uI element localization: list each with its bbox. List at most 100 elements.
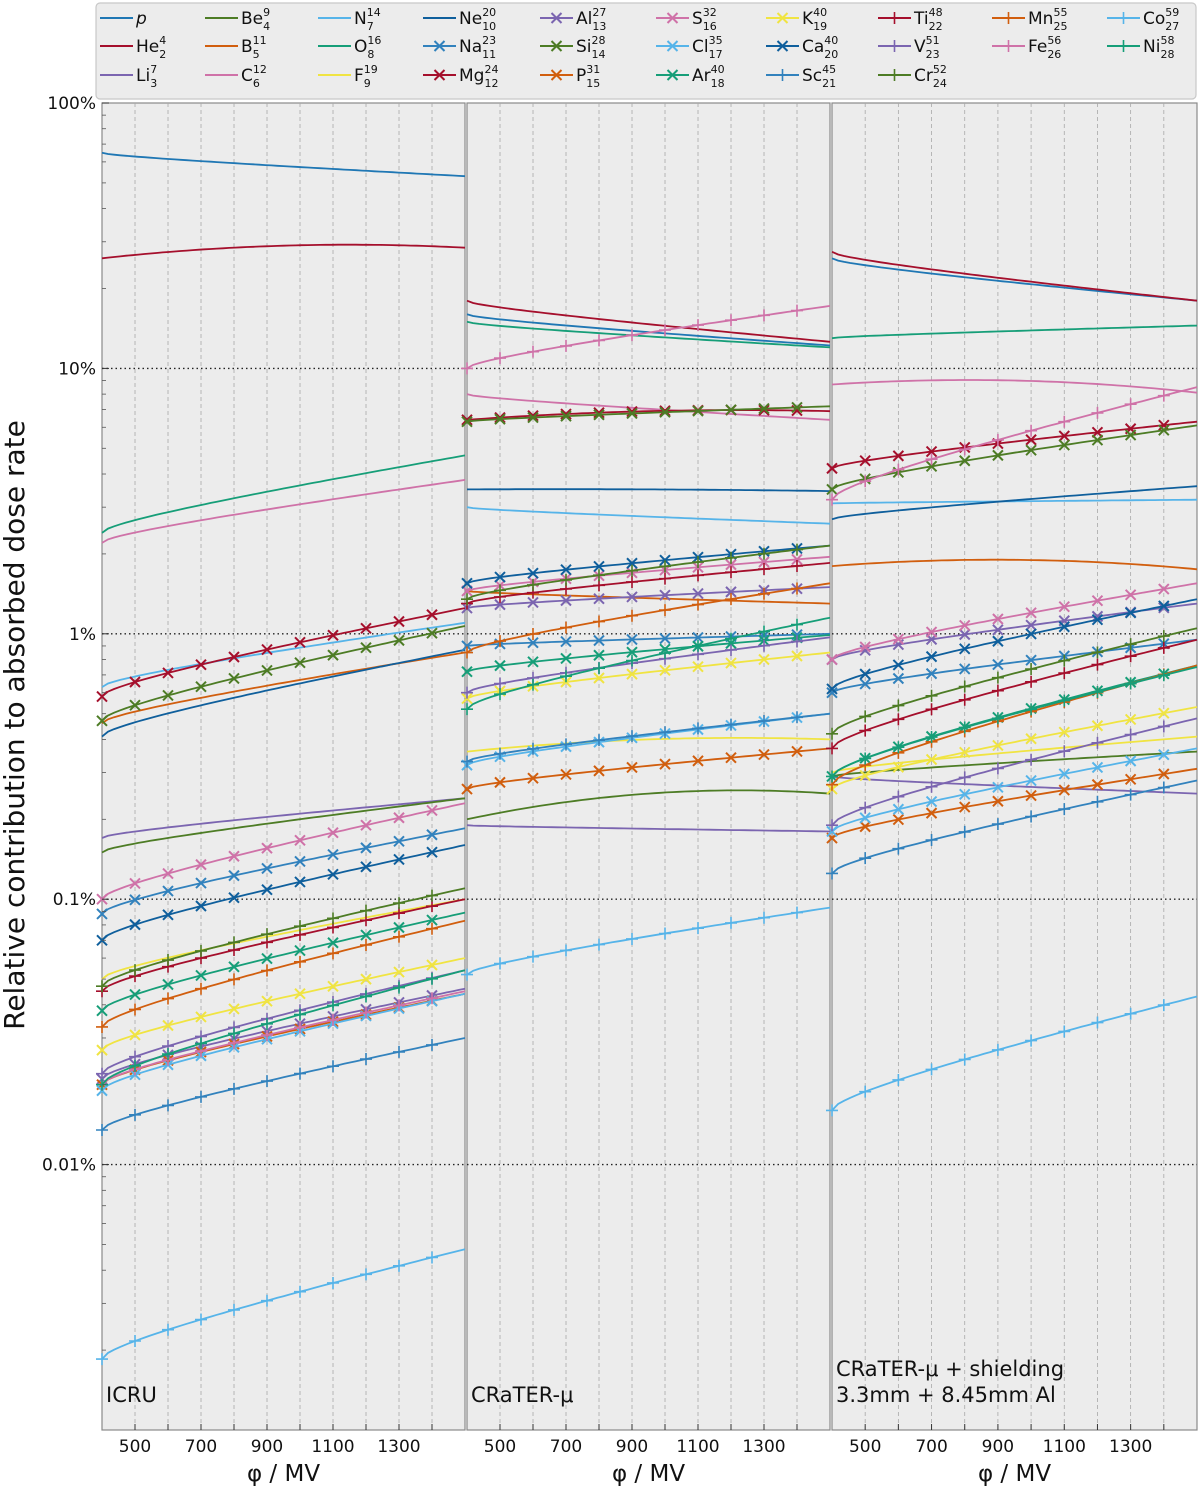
series-s: [826, 582, 1198, 666]
data-point-na: [360, 842, 372, 854]
data-point-na: [327, 848, 339, 861]
series-line-co: [466, 906, 831, 976]
series-ti: [461, 559, 831, 610]
data-point-ca: [494, 571, 506, 583]
data-point-ti: [725, 566, 737, 579]
data-point-s: [360, 819, 372, 831]
series-p: [461, 745, 831, 795]
legend-entry-k: K40 19: [766, 6, 827, 33]
series-line-s: [831, 582, 1198, 661]
series-line-cr: [831, 627, 1198, 735]
data-point-ni: [1025, 703, 1038, 716]
series-line-ar: [101, 911, 466, 1012]
data-point-s: [1158, 583, 1170, 595]
data-point-k: [195, 1011, 207, 1023]
data-point-mg: [758, 404, 770, 416]
y-tick-label: 10%: [58, 359, 96, 379]
data-point-s: [959, 619, 971, 632]
legend-marker-al: [550, 12, 563, 24]
series-line-ne: [831, 485, 1198, 521]
series-line-ne: [467, 488, 831, 492]
data-point-ni: [195, 1037, 207, 1050]
data-point-sc: [393, 1045, 405, 1058]
data-point-ca: [1091, 614, 1104, 626]
legend-label-p: P31 15: [576, 63, 600, 90]
data-point-k: [1158, 707, 1170, 719]
data-point-co: [1091, 1016, 1104, 1029]
data-point-k: [959, 746, 971, 759]
data-point-ti: [426, 900, 438, 913]
legend-entry-ne: Ne20 10: [423, 6, 496, 33]
data-point-mg: [261, 643, 273, 656]
series-line-mn: [101, 919, 466, 1028]
data-point-s: [859, 641, 871, 653]
data-point-na: [959, 663, 971, 675]
series-mn: [96, 919, 466, 1033]
data-point-al: [725, 586, 737, 598]
legend-marker-fe: [1002, 40, 1015, 52]
data-point-si: [393, 634, 405, 647]
data-point-cr: [494, 584, 506, 597]
x-tick-label: 500: [119, 1437, 151, 1457]
data-point-k: [1124, 713, 1137, 726]
data-point-v: [925, 780, 938, 793]
data-point-sc: [1091, 795, 1104, 808]
data-point-p: [1025, 789, 1037, 802]
series-line-li: [831, 775, 1198, 795]
data-point-na: [195, 877, 207, 889]
data-point-ti: [626, 575, 638, 588]
data-point-cr: [360, 904, 372, 917]
series-na: [461, 629, 831, 652]
panel-background: [831, 102, 1198, 1431]
data-point-si: [527, 411, 539, 424]
data-point-ca: [1058, 621, 1070, 633]
legend-marker-ca: [776, 40, 789, 52]
data-point-cr: [958, 680, 971, 693]
data-point-ar: [494, 659, 506, 672]
data-point-ar: [560, 652, 572, 665]
data-point-na: [294, 855, 306, 868]
data-point-na: [393, 835, 405, 847]
data-point-co: [294, 1285, 306, 1298]
data-point-p: [892, 813, 905, 826]
data-point-co: [692, 922, 704, 935]
data-point-ar: [626, 646, 638, 658]
data-point-cr: [426, 889, 438, 902]
legend-label-cl: Cl35 17: [692, 34, 723, 61]
series-line-s: [101, 802, 466, 900]
data-point-si: [593, 409, 605, 421]
data-point-p: [626, 761, 638, 774]
data-point-mn: [791, 582, 803, 595]
data-point-mn: [360, 938, 372, 951]
data-point-si: [195, 680, 207, 693]
legend-entry-ca: Ca40 20: [766, 34, 838, 61]
data-point-mg: [859, 454, 871, 467]
series-cr: [826, 627, 1198, 740]
data-point-al: [593, 592, 605, 605]
data-point-sc: [692, 722, 704, 735]
series-ca: [461, 542, 831, 589]
data-point-mg: [195, 659, 207, 671]
series-si: [461, 401, 831, 428]
legend-entry-be: Be9 4: [205, 6, 270, 33]
series-line-n: [831, 498, 1198, 505]
data-point-sc: [360, 1053, 372, 1066]
panel-label: ICRU: [106, 1383, 157, 1407]
legend-entry-ti: Ti48 22: [878, 6, 943, 33]
series-be: [831, 750, 1198, 778]
legend-marker-sc: [776, 69, 789, 81]
data-point-cl: [1025, 774, 1037, 787]
legend-label-p: p: [135, 9, 147, 29]
data-point-p: [992, 795, 1004, 807]
data-point-ti: [925, 703, 938, 716]
series-line-n: [466, 506, 831, 525]
data-point-sc: [659, 726, 671, 739]
data-point-k: [327, 980, 339, 993]
series-line-n: [101, 621, 466, 688]
series-line-al: [466, 586, 831, 609]
legend-marker-ar: [666, 69, 679, 81]
data-point-ca: [826, 683, 838, 695]
data-point-si: [925, 460, 938, 473]
data-point-na: [162, 885, 174, 897]
data-point-ni: [294, 1008, 306, 1021]
